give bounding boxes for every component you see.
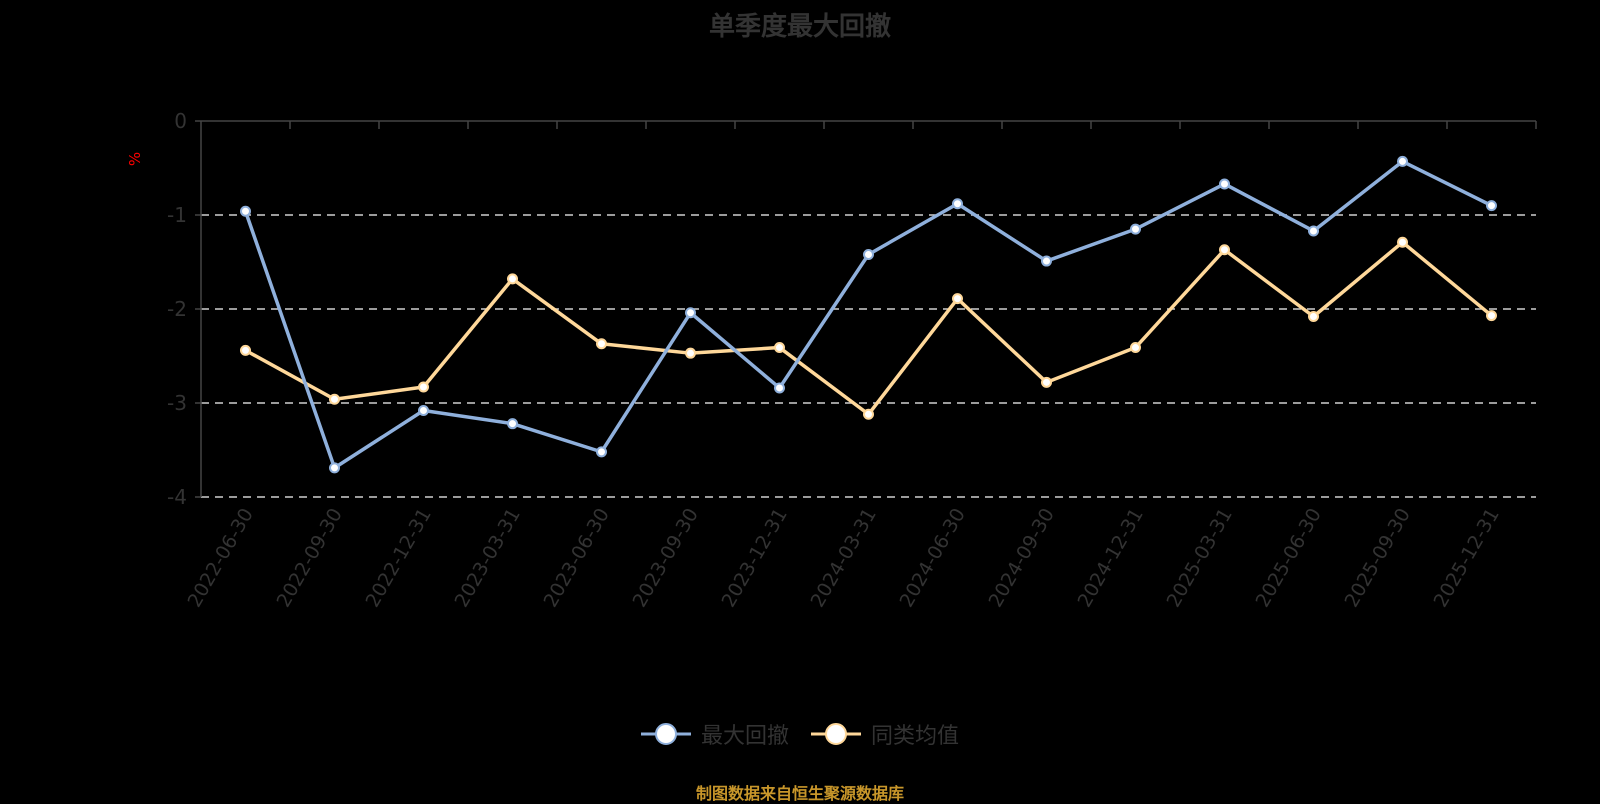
- x-axis-tick-label: 2025-03-31: [1163, 505, 1237, 612]
- data-point-marker: [1308, 225, 1319, 237]
- y-axis-tick-label: 0: [174, 109, 187, 133]
- data-point-marker: [596, 446, 607, 458]
- y-axis-tick-label: -2: [167, 297, 187, 321]
- data-point-marker: [418, 405, 429, 417]
- x-axis-tick-label: 2024-03-31: [807, 505, 881, 612]
- data-point-marker: [240, 205, 251, 217]
- data-point-marker: [507, 418, 518, 430]
- data-point-marker: [1308, 311, 1319, 323]
- x-axis-tick-label: 2022-09-30: [273, 505, 347, 612]
- data-point-marker: [240, 344, 251, 356]
- x-axis-tick-label: 2022-12-31: [362, 505, 436, 612]
- chart-title: 单季度最大回撤: [708, 12, 891, 42]
- data-point-marker: [1486, 310, 1497, 322]
- chart-legend: 最大回撤 同类均值: [0, 718, 1600, 750]
- data-point-marker: [1219, 244, 1230, 256]
- data-point-marker: [1397, 155, 1408, 167]
- y-axis-tick-label: -3: [167, 391, 187, 415]
- y-axis-tick-label: -1: [167, 203, 187, 227]
- data-point-marker: [863, 408, 874, 420]
- data-point-marker: [329, 393, 340, 405]
- data-point-marker: [952, 293, 963, 305]
- legend-label-drawdown: 最大回撤: [700, 724, 789, 749]
- x-axis-tick-label: 2024-12-31: [1074, 505, 1148, 612]
- legend-marker-drawdown-icon: [640, 723, 691, 745]
- x-axis-tick-label: 2025-09-30: [1341, 505, 1415, 612]
- data-point-marker: [1486, 200, 1497, 212]
- data-point-marker: [418, 381, 429, 393]
- data-point-marker: [952, 198, 963, 210]
- y-axis-tick-label: -4: [167, 485, 187, 509]
- x-axis-tick-label: 2024-09-30: [985, 505, 1059, 612]
- series-line-peer-average: [244, 240, 1493, 417]
- data-point-marker: [1130, 223, 1141, 235]
- data-point-marker: [1397, 236, 1408, 248]
- data-point-marker: [863, 248, 874, 260]
- data-point-marker: [329, 462, 340, 474]
- data-point-marker: [774, 342, 785, 354]
- data-point-marker: [1041, 255, 1052, 267]
- legend-item-peer-average[interactable]: 同类均值: [811, 718, 959, 750]
- x-axis-tick-label: 2023-03-31: [451, 505, 525, 612]
- data-point-marker: [685, 347, 696, 359]
- legend-item-drawdown[interactable]: 最大回撤: [640, 718, 789, 750]
- data-point-marker: [1219, 178, 1230, 190]
- x-axis-tick-label: 2023-09-30: [629, 505, 703, 612]
- series-line-drawdown: [243, 159, 1493, 470]
- data-point-marker: [596, 338, 607, 350]
- x-axis-tick-label: 2022-06-30: [184, 505, 258, 612]
- data-point-marker: [507, 273, 518, 285]
- data-point-marker: [1130, 342, 1141, 354]
- x-axis-tick-label: 2025-06-30: [1252, 505, 1326, 612]
- data-source-note: 制图数据来自恒生聚源数据库: [695, 784, 904, 803]
- data-point-marker: [1041, 376, 1052, 388]
- data-point-marker: [685, 307, 696, 319]
- x-axis-tick-label: 2023-12-31: [718, 505, 792, 612]
- legend-label-peer-average: 同类均值: [871, 724, 960, 749]
- x-axis-tick-label: 2024-06-30: [896, 505, 970, 612]
- data-point-marker: [774, 382, 785, 394]
- x-axis-tick-label: 2025-12-31: [1430, 505, 1504, 612]
- legend-marker-peer-average-icon: [811, 723, 861, 745]
- x-axis-tick-label: 2023-06-30: [540, 505, 614, 612]
